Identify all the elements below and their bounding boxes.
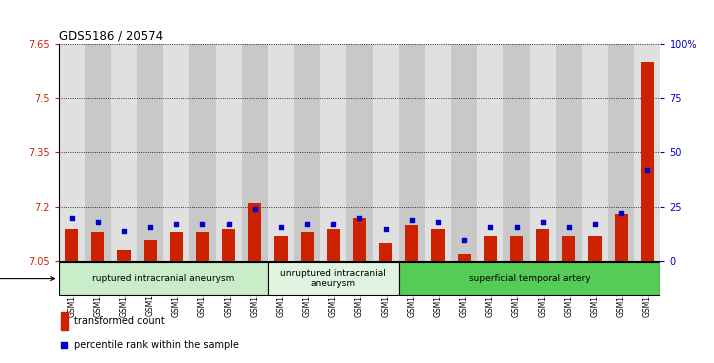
Bar (248, 203, 261, 261)
Text: GDS5186 / 20574: GDS5186 / 20574 (59, 29, 163, 42)
Bar (608, 44, 634, 261)
Bar (196, 232, 209, 261)
Point (119, 228, 130, 234)
Bar (137, 44, 164, 261)
Bar (164, 44, 189, 261)
Text: ruptured intracranial aneurysm: ruptured intracranial aneurysm (92, 274, 234, 283)
Bar (242, 44, 268, 261)
Bar (425, 44, 451, 261)
Bar (346, 44, 373, 261)
Bar (477, 44, 503, 261)
Bar (59, 44, 85, 261)
Point (92, 219, 104, 225)
Point (537, 219, 548, 225)
Bar (555, 44, 582, 261)
Bar (170, 232, 183, 261)
Text: superficial temporal artery: superficial temporal artery (469, 274, 590, 283)
Point (197, 221, 208, 227)
Point (485, 224, 496, 229)
Point (299, 235, 311, 241)
Bar (530, 44, 555, 261)
Bar (398, 44, 425, 261)
Bar (321, 44, 346, 261)
Bar (144, 240, 156, 261)
Bar (268, 44, 294, 261)
Point (223, 221, 234, 227)
Bar (451, 44, 477, 261)
Bar (294, 44, 321, 261)
Point (354, 215, 366, 221)
Bar (65, 229, 78, 261)
Bar (588, 236, 602, 261)
Bar (458, 254, 471, 261)
Bar (563, 236, 575, 261)
Bar (61, 312, 68, 330)
Point (615, 211, 627, 216)
Bar (484, 236, 497, 261)
Text: transformed count: transformed count (74, 316, 165, 326)
Text: unruptured intracranial
aneurysm: unruptured intracranial aneurysm (281, 269, 386, 288)
Bar (634, 44, 660, 261)
Point (144, 224, 156, 229)
Text: percentile rank within the sample: percentile rank within the sample (74, 340, 239, 350)
Bar (189, 44, 216, 261)
Point (380, 226, 391, 232)
Point (276, 224, 287, 229)
Point (171, 221, 182, 227)
Point (563, 224, 575, 229)
Bar (406, 225, 418, 261)
Bar (503, 44, 530, 261)
Point (589, 221, 600, 227)
Point (406, 217, 418, 223)
Point (642, 167, 653, 173)
Bar (111, 44, 137, 261)
Point (432, 219, 443, 225)
Bar (59, 262, 268, 295)
Bar (510, 236, 523, 261)
Text: tissue: tissue (0, 274, 54, 284)
Bar (222, 229, 235, 261)
Bar (301, 232, 313, 261)
Bar (379, 243, 392, 261)
Bar (373, 44, 398, 261)
Bar (536, 229, 549, 261)
Point (328, 221, 339, 227)
Bar (353, 218, 366, 261)
Point (511, 224, 522, 229)
Bar (274, 236, 288, 261)
Point (458, 237, 470, 242)
Bar (398, 262, 660, 295)
Point (301, 221, 313, 227)
Bar (641, 62, 654, 261)
Point (66, 215, 77, 221)
Bar (85, 44, 111, 261)
Bar (582, 44, 608, 261)
Bar (117, 250, 131, 261)
Point (249, 206, 261, 212)
Bar (91, 232, 104, 261)
Bar (268, 262, 398, 295)
Bar (327, 229, 340, 261)
Bar (615, 214, 628, 261)
Bar (431, 229, 445, 261)
Bar (216, 44, 242, 261)
